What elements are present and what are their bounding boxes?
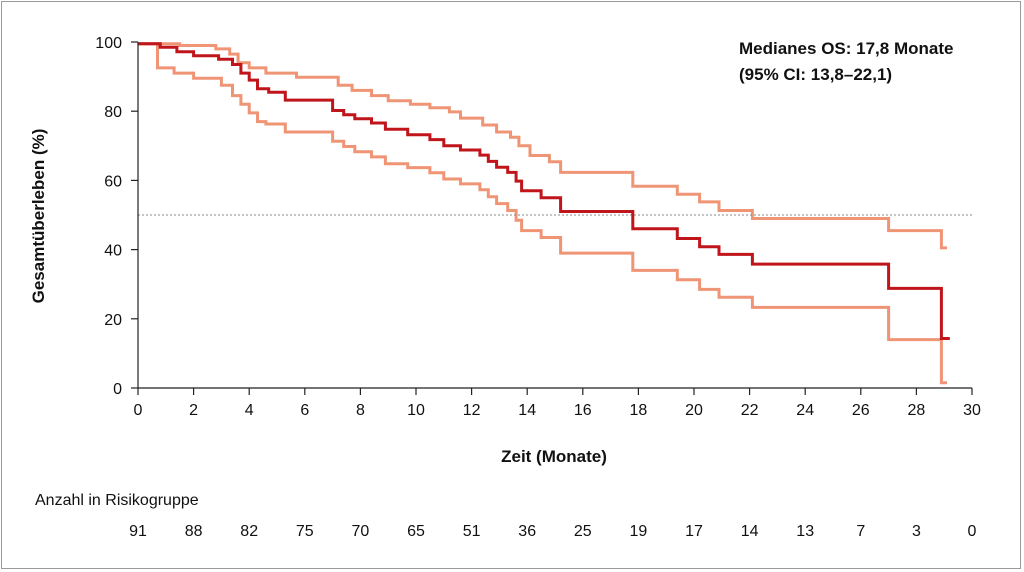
ci-lower-line [138,42,947,385]
risk-count: 19 [630,523,648,540]
x-tick-label: 0 [134,402,143,419]
risk-count: 82 [240,523,258,540]
x-tick-label: 22 [741,402,759,419]
x-tick-label: 6 [300,402,309,419]
risk-count: 7 [856,523,865,540]
x-tick-label: 26 [852,402,870,419]
confidence-interval-layer [138,42,947,385]
risk-count: 14 [741,523,759,540]
y-axis-title: Gesamtüberleben (%) [29,129,48,304]
risk-count: 25 [574,523,592,540]
risk-count: 17 [685,523,703,540]
y-axis-ticks: 0 20 40 60 80 100 [95,35,138,398]
km-estimate-line [138,42,950,340]
risk-count: 0 [968,523,977,540]
x-tick-label: 2 [189,402,198,419]
y-tick-label: 80 [104,104,122,121]
y-tick-label: 60 [104,173,122,190]
risk-count: 36 [518,523,536,540]
risk-count: 88 [185,523,203,540]
risk-count: 51 [463,523,481,540]
x-tick-label: 18 [630,402,648,419]
x-tick-label: 12 [463,402,481,419]
confidence-interval-annotation: (95% CI: 13,8–22,1) [739,65,892,84]
risk-count: 3 [912,523,921,540]
x-tick-label: 30 [963,402,981,419]
x-tick-label: 14 [518,402,536,419]
x-axis-title: Zeit (Monate) [501,447,607,466]
x-tick-label: 28 [908,402,926,419]
y-tick-label: 40 [104,243,122,260]
x-tick-label: 16 [574,402,592,419]
risk-table-row: 91 88 82 75 70 65 51 36 25 19 17 14 13 7 3 0 [129,523,976,540]
x-tick-label: 4 [245,402,254,419]
risk-count: 75 [296,523,314,540]
x-axis-ticks: 0 2 4 6 8 10 12 14 16 18 20 22 24 26 28 30 [134,388,981,419]
y-tick-label: 20 [104,312,122,329]
risk-count: 91 [129,523,147,540]
risk-table-title: Anzahl in Risikogruppe [35,492,199,509]
risk-count: 65 [407,523,425,540]
x-tick-label: 20 [685,402,703,419]
estimate-layer [138,42,950,340]
ci-upper-line [138,42,947,250]
y-tick-label: 0 [113,381,122,398]
x-tick-label: 24 [796,402,814,419]
y-tick-label: 100 [95,35,122,52]
x-tick-label: 8 [356,402,365,419]
median-os-annotation: Medianes OS: 17,8 Monate [739,39,953,58]
x-tick-label: 10 [407,402,425,419]
risk-count: 70 [352,523,370,540]
risk-count: 13 [796,523,814,540]
